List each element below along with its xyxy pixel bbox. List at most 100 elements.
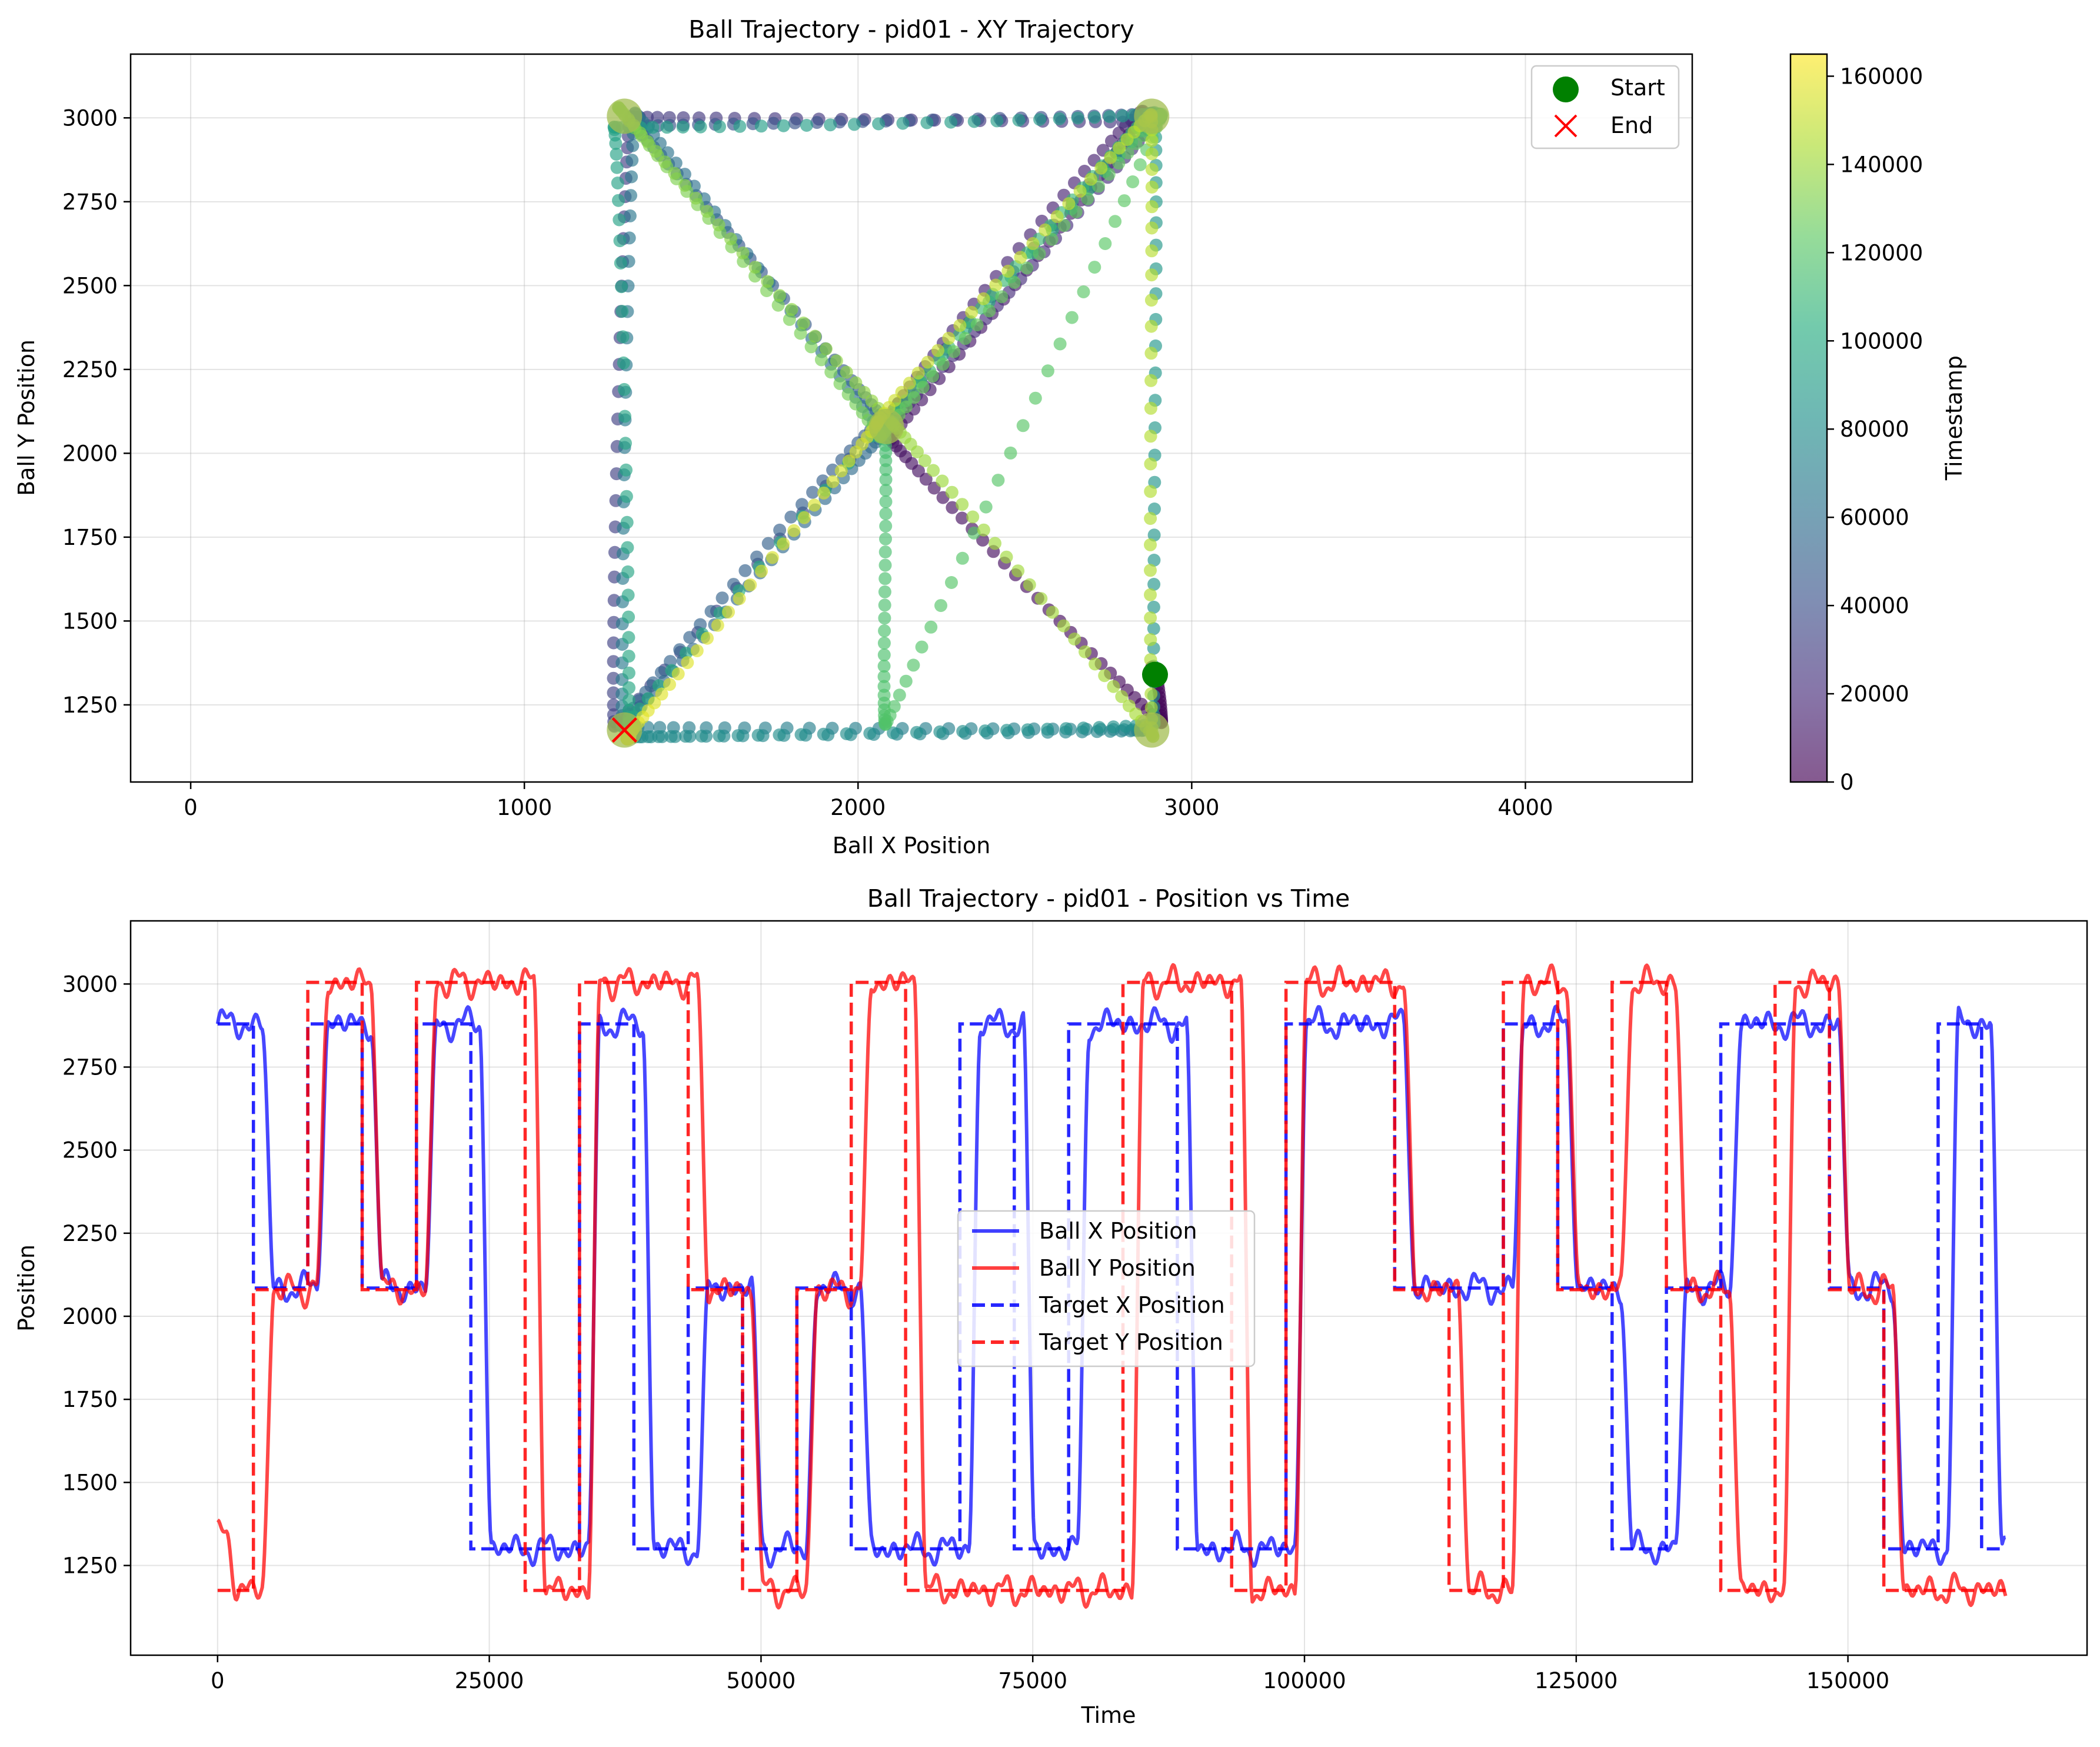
legend-start-label: Start	[1610, 75, 1665, 101]
waypoint-cluster	[1134, 98, 1170, 134]
time-y-axis-label: Position	[14, 1244, 39, 1332]
trajectory-point	[1147, 528, 1161, 542]
trajectory-point	[1057, 219, 1071, 232]
trajectory-point	[1012, 114, 1026, 127]
trajectory-point	[1041, 723, 1054, 736]
trajectory-point	[617, 356, 630, 370]
trajectory-point	[1021, 723, 1034, 737]
colorbar-tick-label: 60000	[1840, 505, 1909, 530]
trajectory-point	[863, 727, 877, 740]
trajectory-point	[612, 194, 625, 207]
trajectory-point	[1007, 275, 1021, 289]
xy-y-tick-label: 2000	[62, 441, 118, 466]
trajectory-point	[777, 119, 790, 132]
trajectory-point	[1089, 657, 1102, 671]
trajectory-point	[724, 232, 737, 245]
trajectory-point	[907, 658, 920, 672]
trajectory-point	[615, 305, 629, 318]
trajectory-point	[933, 725, 947, 738]
trajectory-point	[879, 473, 893, 487]
trajectory-point	[658, 155, 671, 169]
trajectory-point	[921, 355, 934, 369]
trajectory-point	[1144, 347, 1158, 360]
trajectory-point	[617, 382, 631, 396]
trajectory-point	[1026, 237, 1040, 250]
trajectory-point	[879, 495, 893, 508]
trajectory-point	[1093, 721, 1106, 734]
trajectory-point	[878, 558, 892, 572]
trajectory-point	[761, 537, 775, 550]
trajectory-point	[959, 332, 972, 345]
xy-start-end-markers	[611, 661, 1168, 743]
trajectory-point	[649, 145, 663, 158]
trajectory-point	[946, 501, 959, 514]
trajectory-point	[620, 490, 633, 503]
trajectory-point	[1144, 588, 1157, 601]
trajectory-point	[794, 327, 807, 340]
trajectory-point	[1004, 446, 1017, 460]
trajectory-point	[796, 498, 808, 511]
trajectory-point	[1145, 200, 1159, 214]
time-y-tick-label: 1500	[62, 1470, 118, 1495]
trajectory-point	[766, 551, 779, 564]
trajectory-point	[1053, 112, 1066, 125]
trajectory-point	[965, 305, 979, 319]
trajectory-point	[755, 564, 768, 578]
trajectory-point	[750, 550, 764, 564]
trajectory-point	[623, 209, 637, 222]
trajectory-point	[810, 116, 824, 129]
waypoint-cluster	[607, 98, 643, 134]
trajectory-point	[679, 730, 693, 743]
trajectory-point	[641, 730, 655, 744]
trajectory-point	[877, 660, 891, 673]
time-x-tick-label: 25000	[455, 1668, 524, 1693]
trajectory-point	[712, 218, 725, 232]
trajectory-point	[1117, 194, 1131, 208]
trajectory-point	[936, 474, 949, 488]
xy-x-axis-ticks: 0 1000 2000 3000 4000	[184, 782, 1553, 820]
trajectory-point	[613, 213, 626, 227]
trajectory-point	[1145, 268, 1159, 282]
legend-ball-y-label: Ball Y Position	[1039, 1255, 1196, 1281]
trajectory-point	[926, 370, 940, 383]
trajectory-point	[785, 302, 798, 316]
trajectory-point	[849, 376, 863, 390]
trajectory-point	[681, 656, 694, 670]
trajectory-point	[878, 545, 892, 559]
xy-x-tick-label: 4000	[1497, 795, 1553, 820]
trajectory-point	[1113, 141, 1126, 155]
trajectory-point	[797, 317, 810, 330]
trajectory-point	[990, 114, 1004, 128]
trajectory-point	[787, 524, 801, 537]
trajectory-point	[804, 340, 818, 354]
trajectory-point	[893, 688, 906, 702]
trajectory-point	[953, 319, 967, 332]
trajectory-point	[615, 280, 628, 294]
trajectory-point	[833, 377, 847, 390]
trajectory-point	[1088, 261, 1101, 274]
trajectory-point	[1145, 244, 1159, 258]
trajectory-point	[989, 537, 1001, 550]
trajectory-point	[977, 292, 990, 305]
trajectory-point	[1107, 680, 1120, 693]
trajectory-point	[1147, 578, 1161, 591]
trajectory-point	[1147, 600, 1160, 614]
trajectory-point	[826, 475, 840, 488]
xy-plot-frame	[129, 53, 1693, 783]
trajectory-point	[877, 637, 891, 650]
trajectory-point	[872, 117, 886, 131]
trajectory-point	[956, 725, 970, 738]
trajectory-point	[751, 728, 765, 742]
time-y-tick-label: 3000	[62, 971, 118, 997]
time-x-tick-label: 50000	[727, 1668, 796, 1693]
trajectory-point	[713, 729, 726, 743]
trajectory-point	[700, 205, 714, 218]
xy-y-tick-label: 1500	[62, 608, 118, 634]
start-marker	[1141, 661, 1168, 688]
trajectory-point	[655, 687, 668, 701]
trajectory-point	[1119, 720, 1133, 733]
trajectory-point	[783, 312, 796, 326]
colorbar-tick-label: 40000	[1840, 593, 1909, 618]
trajectory-point	[878, 572, 892, 585]
trajectory-point	[731, 729, 745, 743]
